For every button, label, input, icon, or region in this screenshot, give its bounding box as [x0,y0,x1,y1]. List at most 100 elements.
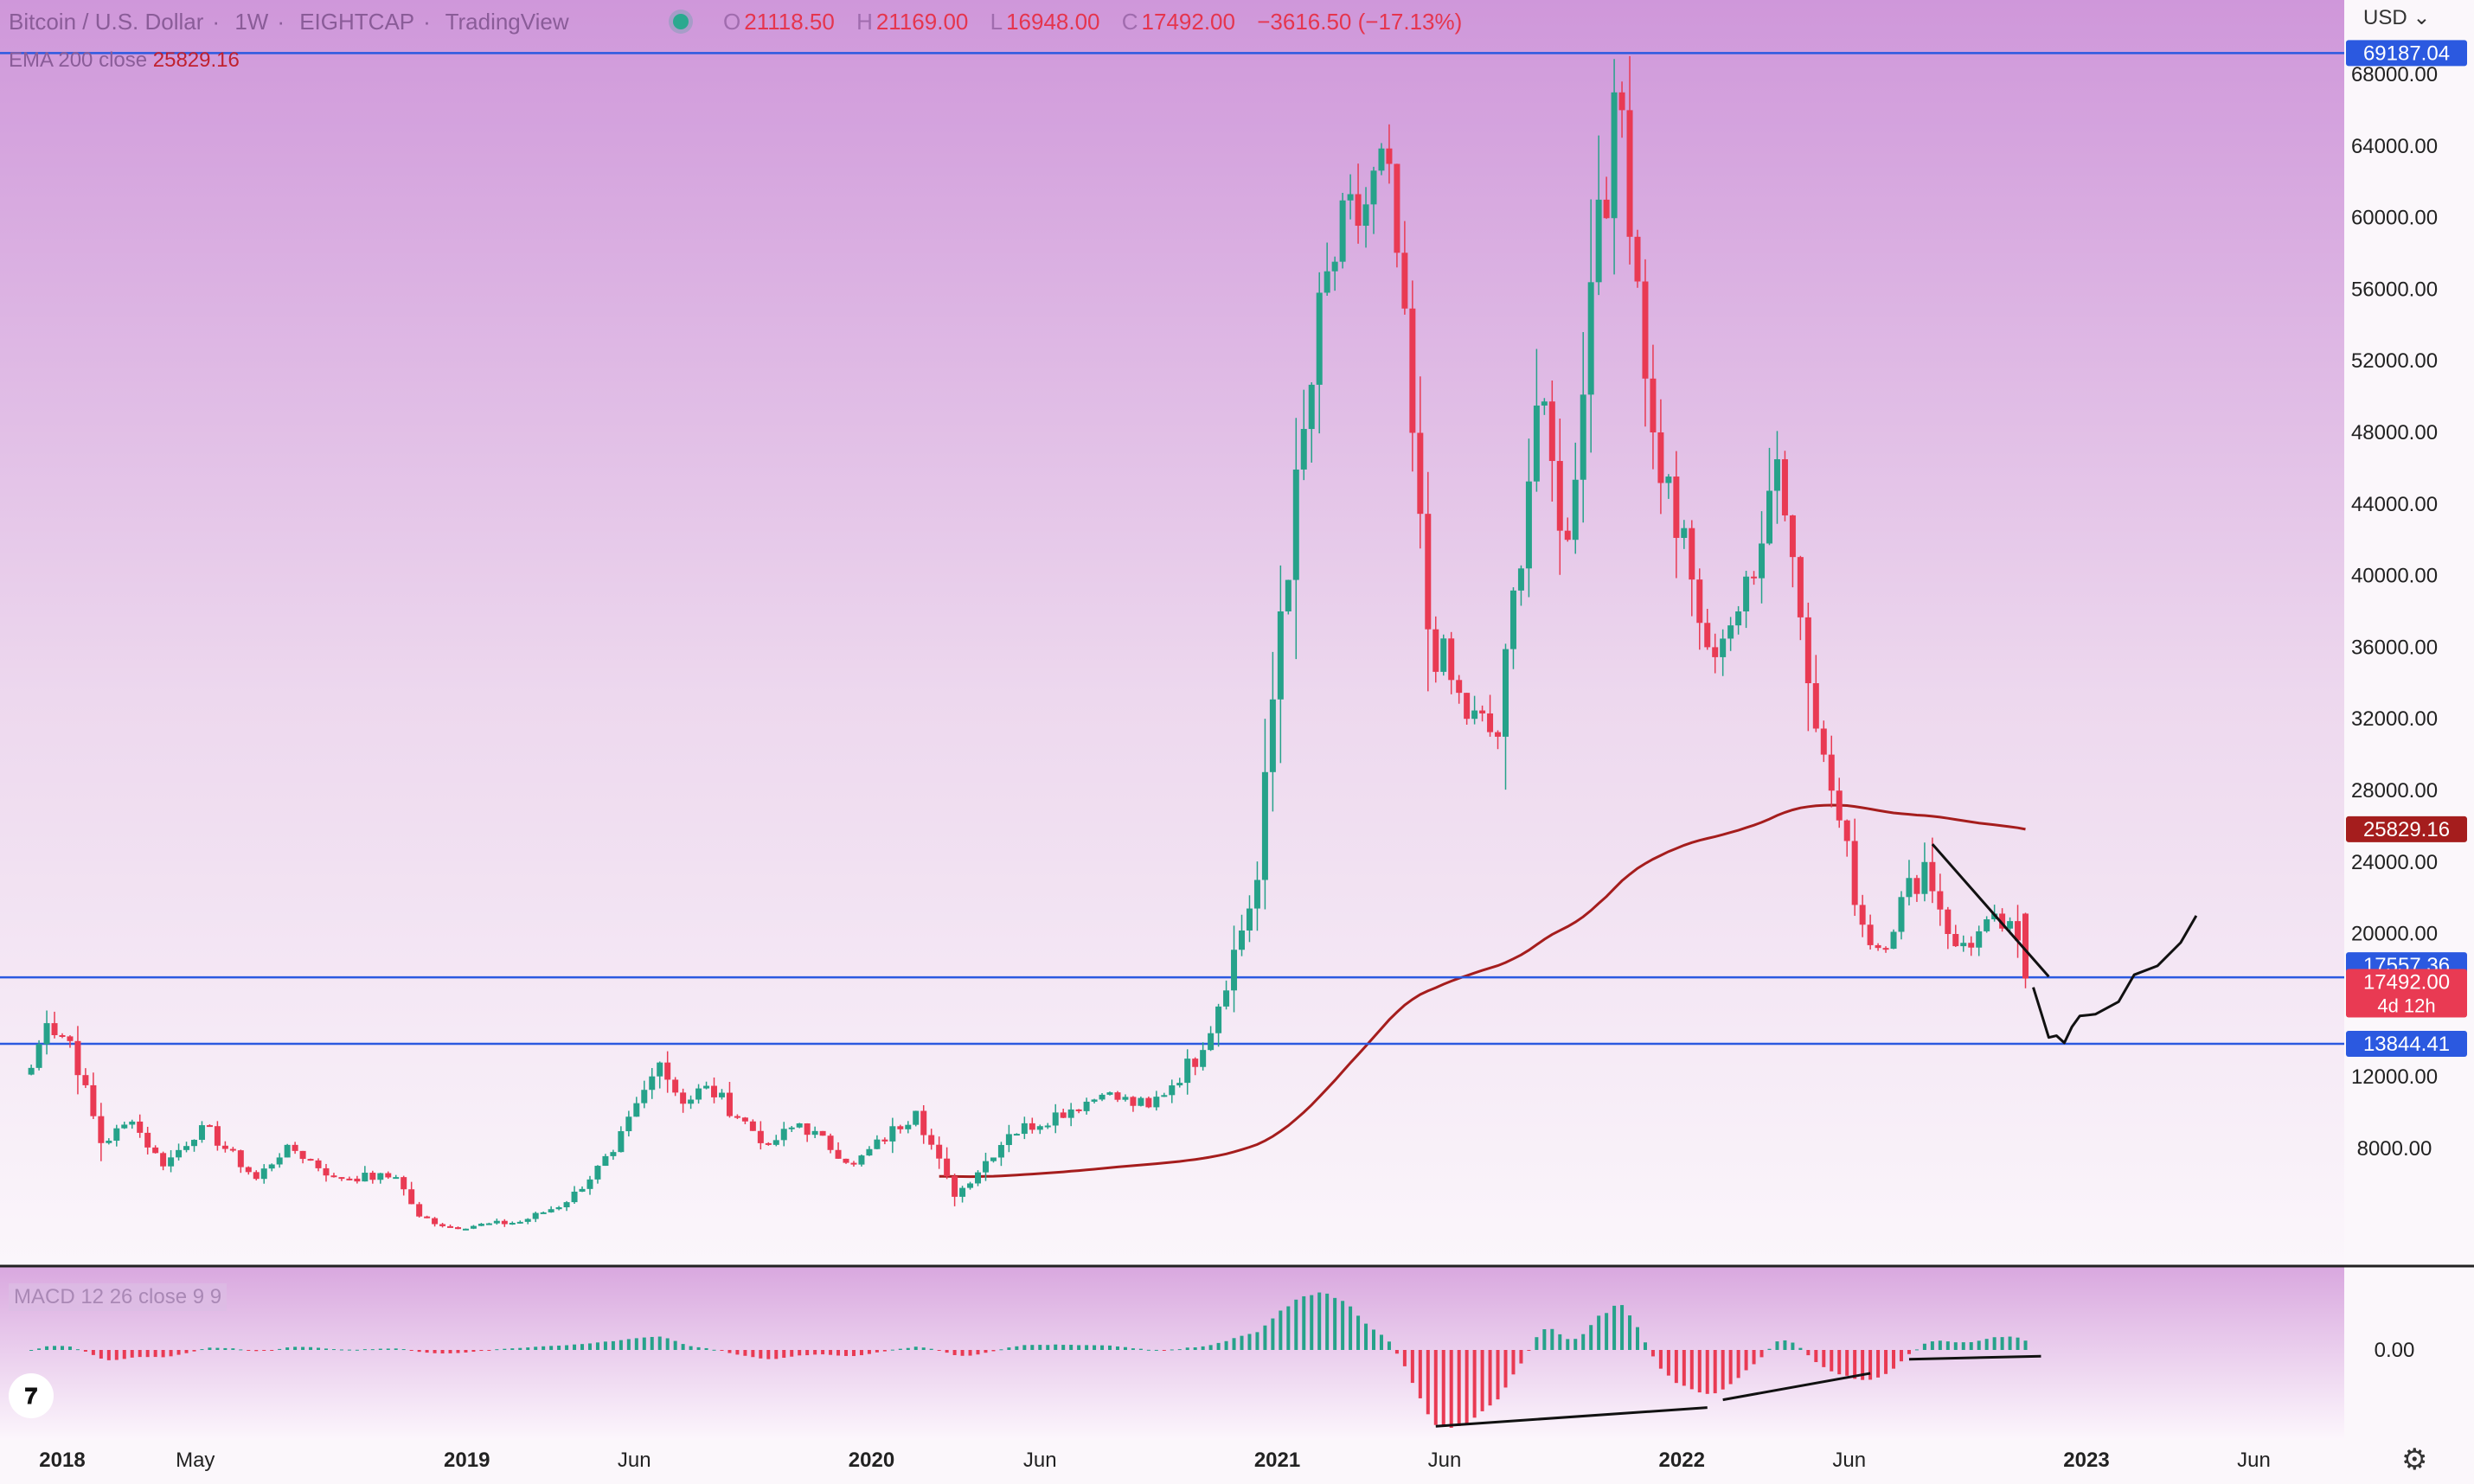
x-tick-label: Jun [2237,1449,2271,1472]
candle [1960,935,1967,952]
candle [1976,925,1983,956]
macd-bar [1387,1341,1391,1350]
macd-bar [1007,1347,1011,1350]
candle [1689,520,1695,617]
divergence-line[interactable] [1908,1354,2041,1361]
candle-body [1044,1125,1051,1128]
candle [1200,1042,1207,1071]
candle [1509,587,1516,669]
macd-bar [1589,1325,1593,1350]
candle [718,1089,725,1100]
candle-body [1898,897,1905,932]
horizontal-lines[interactable] [0,52,2344,1046]
candle-body [952,1176,958,1197]
candle-body [1029,1123,1035,1130]
candle [462,1228,469,1231]
macd-bar [1984,1339,1989,1350]
macd-bar [1255,1332,1259,1350]
candle-body [1246,908,1253,931]
candle-body [516,1221,523,1224]
candle [113,1124,120,1147]
candle-body [424,1216,431,1219]
divergence-line[interactable] [1435,1406,1708,1428]
macd-bar [1628,1315,1632,1350]
currency-selector[interactable]: USD ⌄ [2363,6,2431,29]
candle [1130,1096,1137,1112]
y-tick-label: 68000.00 [2351,63,2438,86]
candle [401,1175,407,1196]
high-value: 21169.00 [875,9,969,35]
trend-line[interactable] [1931,843,2050,978]
macd-bar [2000,1337,2004,1350]
macd-bar [339,1349,343,1351]
macd-bar [774,1350,779,1359]
symbol-name: Bitcoin / U.S. Dollar [9,9,204,35]
macd-bar [362,1349,367,1351]
open-value: 21118.50 [744,9,835,35]
candle-body [827,1135,834,1150]
candle-body [571,1191,578,1203]
candle [1898,891,1905,940]
candle-body [555,1207,562,1210]
tradingview-logo-icon[interactable]: 𝟕 [9,1373,54,1418]
candle-body [1192,1059,1199,1067]
candle-body [82,1075,89,1085]
macd-bar [1054,1344,1058,1350]
low-key: L [990,9,1003,35]
gear-icon[interactable]: ⚙ [2401,1443,2428,1476]
macd-bar [1426,1350,1430,1415]
macd-bar [1573,1339,1578,1350]
macd-bar [798,1350,802,1356]
candle [362,1166,369,1182]
macd-bar [425,1350,429,1353]
candle [625,1110,632,1137]
macd-legend[interactable]: MACD 12 26 close 9 9 [9,1283,228,1311]
macd-bar [720,1350,724,1351]
candle [819,1130,826,1136]
candle-body [152,1147,159,1154]
macd-bar [1721,1350,1725,1390]
change-value: −3616.50 (−17.13%) [1257,9,1463,35]
macd-bar [223,1347,228,1350]
candle [850,1161,857,1167]
candle-body [990,1157,997,1161]
candle-body [1689,528,1695,580]
interval-label[interactable]: 1W [234,9,269,35]
candle-body [1580,394,1586,480]
ema-legend[interactable]: EMA 200 close 25829.16 [9,48,240,73]
candle [1067,1103,1074,1127]
macd-bar [1930,1341,1934,1350]
macd-bar [1643,1342,1647,1350]
candle [1091,1098,1098,1103]
candle [1316,272,1323,434]
macd-bar [952,1350,957,1355]
divergence-line[interactable] [1722,1372,1871,1402]
candle [1277,565,1284,764]
candle [98,1103,105,1161]
macd-bar [1527,1350,1531,1351]
candle-body [1851,841,1858,905]
candle [276,1153,283,1168]
candle [1145,1096,1152,1109]
candle-body [401,1177,407,1190]
candle [1812,655,1819,732]
candle-body [160,1153,167,1167]
candle [905,1121,912,1134]
candle-body [1122,1097,1129,1100]
drawings[interactable] [1931,843,2198,1045]
candle-body [1509,590,1516,649]
candle [1851,818,1858,917]
projected-path[interactable] [2032,915,2198,1045]
macd-bar [1480,1350,1484,1411]
candle-body [1797,557,1804,617]
candle [1169,1079,1176,1103]
candle-body [1448,638,1455,681]
candle [1021,1116,1028,1140]
candle [121,1122,128,1129]
candle [1766,447,1772,546]
candle-body [819,1130,826,1136]
macd-bar [2023,1340,2028,1350]
candle-body [1626,110,1633,237]
candle [780,1122,787,1147]
